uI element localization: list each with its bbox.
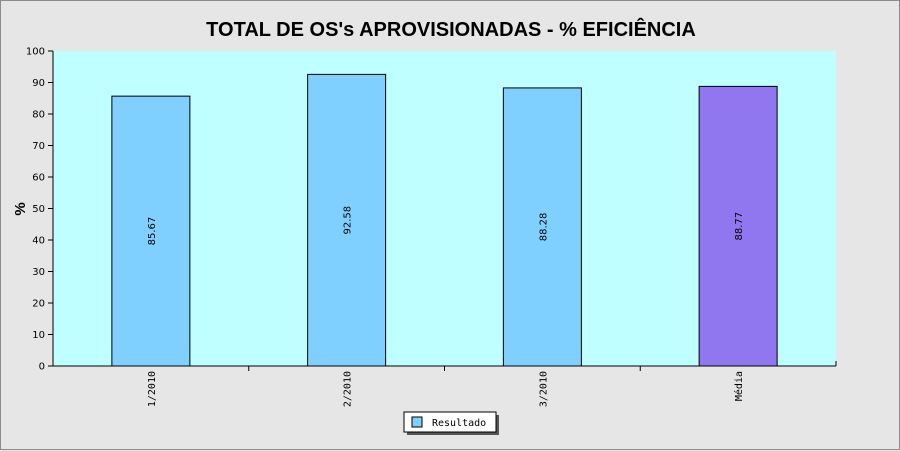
bar-value-label-1: 85.67 [147, 217, 158, 246]
legend-swatch [411, 416, 423, 428]
bars: 85.67 92.58 88.28 88.77 [111, 73, 778, 367]
y-tick-label: 30 [32, 267, 45, 278]
legend-box [403, 411, 497, 433]
x-tick-label-1: 1/2010 [147, 371, 158, 407]
bar-value-label-2: 92.58 [343, 206, 354, 235]
y-tick-label: 90 [32, 78, 45, 89]
bar-1 [111, 95, 191, 367]
chart-title: TOTAL DE OS's APROVISIONADAS - % EFICIÊN… [206, 17, 696, 41]
x-tick-label-3: 3/2010 [538, 371, 549, 407]
legend-label: Resultado [432, 418, 486, 429]
bar-3 [502, 87, 582, 367]
x-tick-label-4: Média [733, 371, 745, 401]
y-tick-label: 10 [32, 330, 45, 341]
y-tick-label: 100 [26, 47, 45, 58]
y-tick-label: 0 [39, 362, 45, 373]
y-tick-label: 70 [32, 141, 45, 152]
axes: 1/2010 2/2010 3/2010 Média 0 10 20 30 40 50 60 70 80… [26, 47, 837, 407]
bar-value-label-4: 88.77 [734, 212, 745, 241]
y-tick-label: 40 [32, 236, 45, 247]
y-tick-label: 80 [32, 110, 45, 121]
bar-2 [307, 73, 387, 367]
y-axis-label: % [12, 202, 29, 215]
x-tick-label-2: 2/2010 [343, 371, 354, 407]
bar-value-label-3: 88.28 [538, 213, 549, 242]
y-tick-label: 50 [32, 204, 45, 215]
legend: Resultado [403, 411, 499, 435]
y-tick-label: 60 [32, 173, 45, 184]
bar-4 [698, 85, 778, 367]
y-tick-label: 20 [32, 299, 45, 310]
